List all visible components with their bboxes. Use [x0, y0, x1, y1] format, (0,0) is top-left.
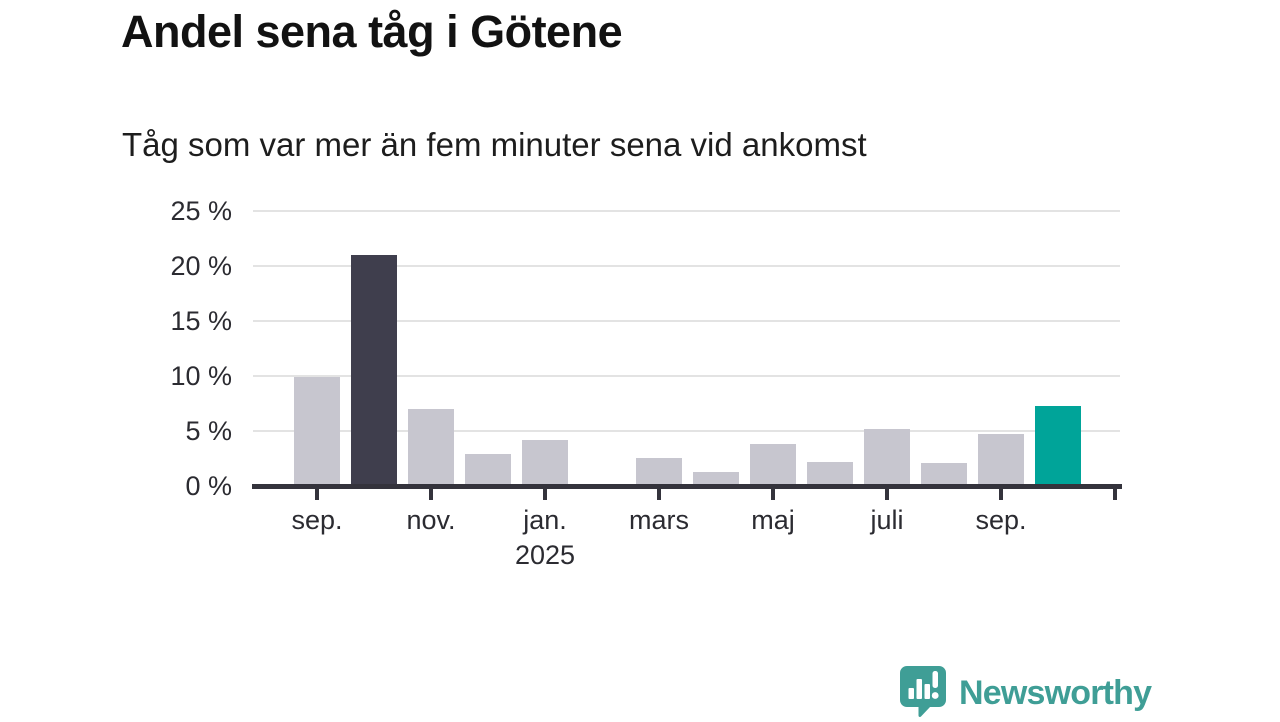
- bar-juni-2025: [807, 462, 853, 486]
- y-axis-tick-label: 0 %: [185, 471, 232, 501]
- bar-sep-2025: [978, 434, 1024, 486]
- x-axis-tick-label: mars: [629, 505, 689, 535]
- chart-subtitle: Tåg som var mer än fem minuter sena vid …: [122, 126, 867, 163]
- brand-logo: Newsworthy: [897, 663, 1152, 722]
- x-axis-tick-label: juli: [870, 505, 904, 535]
- brand-name: Newsworthy: [959, 673, 1152, 712]
- bar-okt-2024: [351, 255, 397, 486]
- gridline-20: [253, 265, 1120, 267]
- y-axis-tick-label: 10 %: [170, 361, 232, 391]
- gridline-25: [253, 210, 1120, 212]
- bar-nov-2024: [408, 409, 454, 486]
- x-axis-tick-mark: [429, 489, 433, 500]
- gridline-10: [253, 375, 1120, 377]
- gridline-15: [253, 320, 1120, 322]
- x-axis-tick-mark: [315, 489, 319, 500]
- y-axis-tick-label: 20 %: [170, 251, 232, 281]
- x-axis-tick-mark: [1113, 489, 1117, 500]
- bar-maj-2025: [750, 444, 796, 486]
- x-axis-tick-label: nov.: [406, 505, 456, 535]
- x-axis-tick-label: sep.: [291, 505, 343, 535]
- x-axis-tick-sublabel: 2025: [514, 540, 576, 570]
- bar-sep-2024: [294, 377, 340, 486]
- page-title: Andel sena tåg i Götene: [121, 6, 623, 57]
- y-axis-tick-label: 5 %: [185, 416, 232, 446]
- x-axis-tick-mark: [657, 489, 661, 500]
- bar-dec-2024: [465, 454, 511, 486]
- newsworthy-logo-icon: [897, 663, 949, 722]
- bar-jan-2025: [522, 440, 568, 486]
- x-axis-tick-label: maj: [751, 505, 795, 535]
- x-axis-tick-label: jan. 2025: [470, 503, 620, 573]
- x-axis-tick-mark: [771, 489, 775, 500]
- bar-mars-2025: [636, 458, 682, 486]
- x-axis-tick-label: sep.: [975, 505, 1027, 535]
- x-axis-tick-mark: [885, 489, 889, 500]
- bar-okt-2025: [1035, 406, 1081, 486]
- y-axis-tick-label: 15 %: [170, 306, 232, 336]
- bar-apr-2025: [693, 472, 739, 486]
- x-axis-tick-mark: [999, 489, 1003, 500]
- x-axis-line: [252, 484, 1122, 489]
- y-axis-tick-label: 25 %: [170, 196, 232, 226]
- bar-juli-2025: [864, 429, 910, 486]
- gridline-5: [253, 430, 1120, 432]
- x-axis-tick-mark: [543, 489, 547, 500]
- bar-aug-2025: [921, 463, 967, 486]
